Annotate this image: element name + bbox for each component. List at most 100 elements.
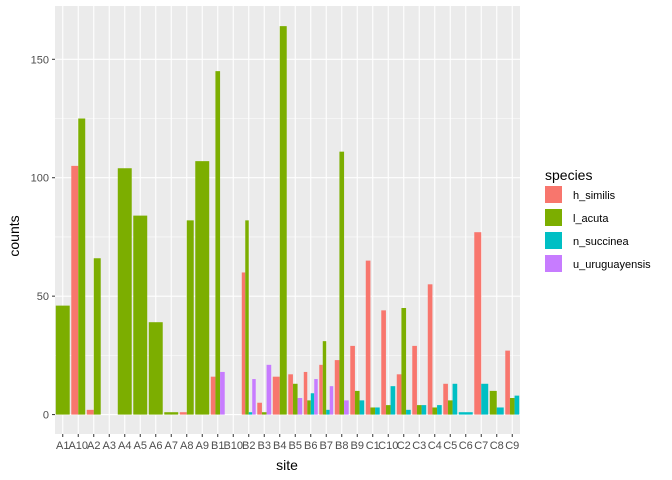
bar-l_acuta-C8 [489,390,497,415]
bar-l_acuta-C2 [401,307,407,415]
bar-n_succinea-C7 [481,383,489,415]
bar-n_succinea-C8 [496,407,504,415]
bar-h_similis-A10 [71,165,79,415]
x-tick-label: A10 [68,440,88,452]
x-tick-label: A7 [165,440,178,452]
bar-h_similis-B5 [288,374,293,415]
x-tick-label: C6 [459,440,473,452]
grid-minor [55,118,520,356]
legend-key-h_similis [545,186,562,203]
bar-n_succinea-C9 [514,395,520,415]
bar-n_succinea-C6 [458,412,473,415]
x-tick-label: B9 [351,440,364,452]
x-tick-label: C7 [474,440,488,452]
bar-l_acuta-A4 [117,168,132,415]
x-tick-label: B10 [223,440,243,452]
bar-l_acuta-A7 [164,412,179,415]
x-tick-label: C5 [443,440,457,452]
bar-h_similis-C5 [443,383,448,415]
bar-l_acuta-B4 [279,26,287,415]
bar-l_acuta-A8 [186,220,194,415]
legend: species h_similis l_acuta n_succinea u_urug… [545,167,651,272]
x-tick-label: A2 [87,440,100,452]
x-tick-label: B1 [211,440,224,452]
bar-l_acuta-A9 [195,161,210,415]
x-tick-label: B4 [273,440,286,452]
x-tick-label: A8 [180,440,193,452]
legend-key-u_uruguayensis [545,255,562,272]
x-tick-label: C3 [412,440,426,452]
bar-h_similis-C7 [474,232,482,415]
bar-n_succinea-C3 [421,405,427,415]
bar-n_succinea-C1 [375,407,380,415]
x-tick-label: B8 [335,440,348,452]
bar-l_acuta-C9 [509,397,515,415]
bar-u_uruguayensis-B2 [252,379,256,415]
bar-l_acuta-A1 [55,305,70,415]
x-tick-label: B7 [320,440,333,452]
bar-l_acuta-C3 [416,405,422,415]
x-tick-label: A3 [103,440,116,452]
bar-n_succinea-B2 [248,412,253,415]
bar-u_uruguayensis-B1 [220,371,225,415]
bar-n_succinea-C4 [437,405,442,415]
y-tick-label: 0 [43,410,49,422]
legend-key-n_succinea [545,232,562,249]
bar-u_uruguayensis-B3 [266,364,272,415]
x-tick-label: A4 [118,440,131,452]
bar-l_acuta-A2 [93,258,101,415]
x-tick-label: A5 [134,440,147,452]
bar-h_similis-B8 [334,360,340,415]
bar-l_acuta-B3 [261,412,267,415]
legend-label-h_similis: h_similis [573,190,616,202]
bar-l_acuta-B5 [292,383,298,415]
bar-l_acuta-B6 [307,400,311,415]
legend-label-n_succinea: n_succinea [573,236,630,248]
plot-panel [55,6,520,434]
bar-u_uruguayensis-B7 [329,386,334,415]
x-tick-label: A6 [149,440,162,452]
bar-h_similis-A2 [86,409,94,415]
y-axis-title: counts [6,215,22,256]
bar-h_similis-B3 [257,402,262,415]
x-tick-label: B6 [304,440,317,452]
bar-h_similis-C10 [381,310,386,415]
bar-h_similis-C3 [412,345,417,415]
x-tick-label: C2 [397,440,411,452]
bar-h_similis-B4 [272,376,280,415]
bar-h_similis-B6 [303,371,308,415]
x-tick-label: B2 [242,440,255,452]
bar-l_acuta-B1 [215,71,221,415]
bar-n_succinea-B9 [359,400,365,415]
bar-n_succinea-B6 [310,393,315,415]
bar-h_similis-B2 [241,272,246,415]
bar-l_acuta-A5 [133,215,148,415]
bar-u_uruguayensis-B5 [297,397,303,415]
x-tick-label: C9 [505,440,519,452]
bar-n_succinea-C10 [390,386,396,415]
y-tick-label: 100 [31,173,49,185]
bar-l_acuta-C1 [370,407,376,415]
bar-h_similis-C4 [427,284,433,415]
bar-l_acuta-B9 [354,390,360,415]
bar-l_acuta-A6 [148,322,163,415]
bar-n_succinea-C2 [406,409,411,415]
bar-l_acuta-C10 [385,405,391,415]
bar-l_acuta-B8 [339,151,345,415]
bar-h_similis-B1 [210,376,216,415]
y-axis: 0 50 100 150 [31,54,55,422]
bar-n_succinea-B7 [326,409,330,415]
legend-label-l_acuta: l_acuta [573,213,609,225]
bar-l_acuta-C4 [432,407,438,415]
x-tick-label: C1 [366,440,380,452]
bar-h_similis-B7 [319,364,323,415]
bar-h_similis-C9 [505,350,510,415]
bar-h_similis-A8 [179,412,187,415]
bar-l_acuta-C5 [447,400,453,415]
bar-h_similis-C1 [365,260,371,415]
bar-l_acuta-B2 [245,220,249,415]
x-tick-label: A1 [56,440,69,452]
x-axis-title: site [276,457,298,473]
bar-u_uruguayensis-B6 [314,379,318,415]
